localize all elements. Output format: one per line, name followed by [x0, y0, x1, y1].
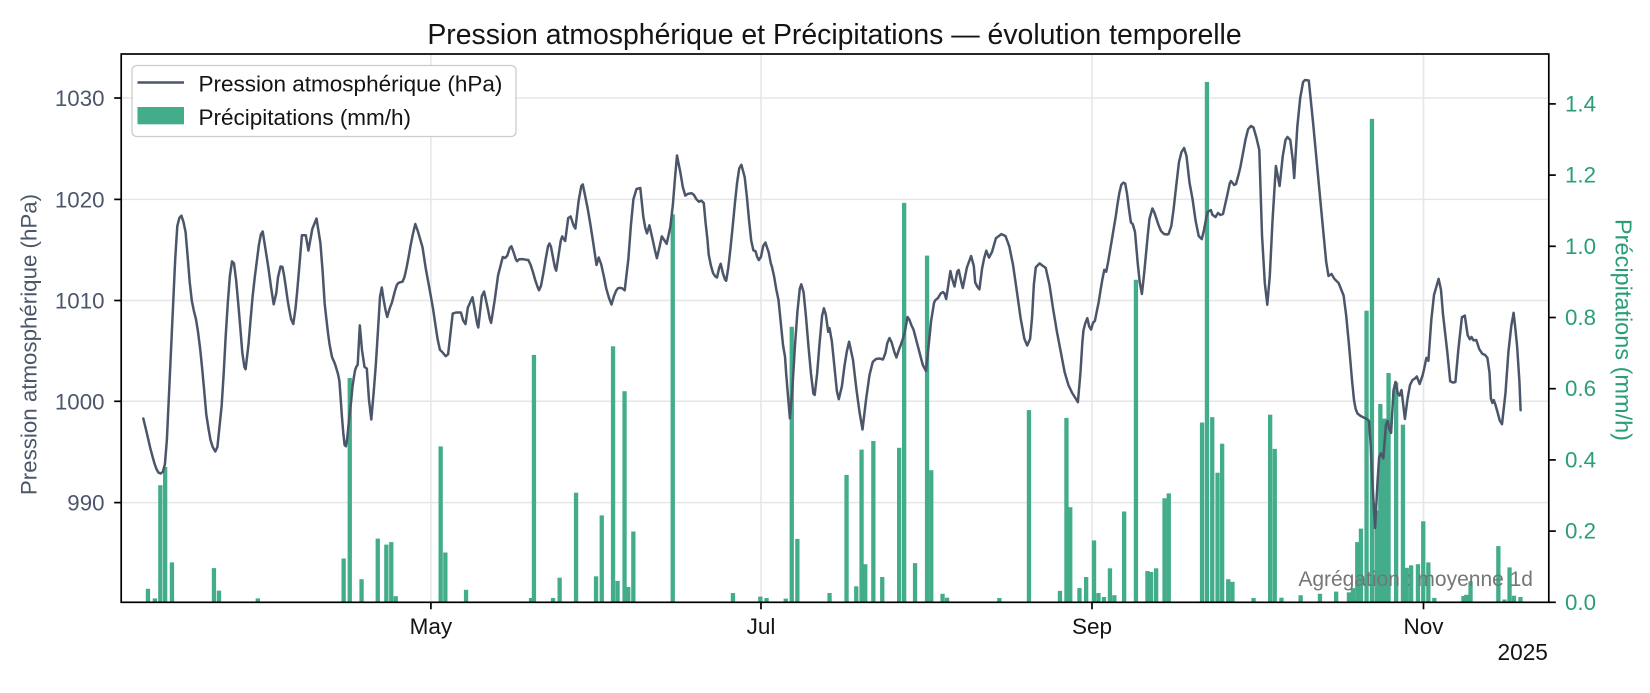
svg-text:Précipitations (mm/h): Précipitations (mm/h)	[1610, 219, 1636, 441]
svg-text:0.0: 0.0	[1565, 590, 1596, 615]
svg-text:Nov: Nov	[1403, 614, 1444, 639]
svg-text:Pression atmosphérique et Préc: Pression atmosphérique et Précipitations…	[427, 19, 1241, 51]
svg-text:1010: 1010	[55, 289, 105, 314]
svg-text:Pression atmosphérique (hPa): Pression atmosphérique (hPa)	[199, 72, 503, 97]
svg-text:Agrégation : moyenne 1d: Agrégation : moyenne 1d	[1298, 568, 1533, 591]
svg-text:0.2: 0.2	[1565, 519, 1596, 544]
svg-text:2025: 2025	[1497, 639, 1547, 665]
svg-text:0.6: 0.6	[1565, 376, 1596, 401]
svg-text:1030: 1030	[55, 86, 105, 111]
svg-text:0.4: 0.4	[1565, 447, 1596, 472]
svg-text:Précipitations (mm/h): Précipitations (mm/h)	[199, 105, 412, 130]
svg-text:0.8: 0.8	[1565, 305, 1596, 330]
svg-text:Pression atmosphérique (hPa): Pression atmosphérique (hPa)	[17, 194, 42, 495]
svg-text:990: 990	[67, 491, 104, 516]
svg-text:1020: 1020	[55, 187, 105, 212]
svg-text:May: May	[410, 614, 453, 639]
svg-text:1.0: 1.0	[1565, 234, 1596, 259]
svg-text:1.4: 1.4	[1565, 91, 1596, 116]
svg-text:Jul: Jul	[747, 614, 776, 639]
svg-text:1.2: 1.2	[1565, 163, 1596, 188]
svg-text:1000: 1000	[55, 389, 105, 414]
svg-text:Sep: Sep	[1072, 614, 1112, 639]
